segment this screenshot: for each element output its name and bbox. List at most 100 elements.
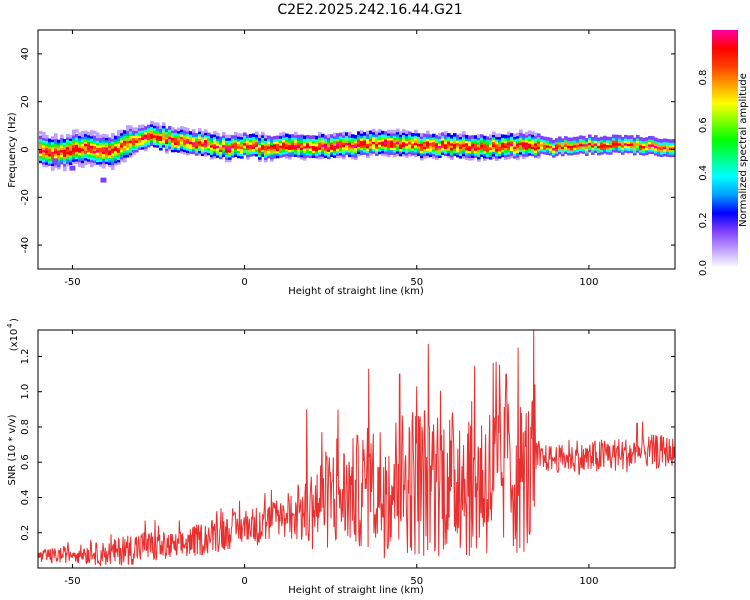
heatmap-cell	[414, 129, 418, 134]
heatmap-cell	[492, 138, 496, 143]
heatmap-cell	[480, 148, 484, 153]
heatmap-cell	[213, 152, 217, 157]
heatmap-cell	[522, 143, 526, 147]
heatmap-cell	[237, 147, 241, 152]
heatmap-cell	[465, 149, 469, 153]
heatmap-cell	[609, 143, 613, 148]
heatmap-cell	[204, 148, 208, 153]
snr-scale-close: )	[9, 318, 20, 322]
heatmap-cell	[648, 136, 652, 140]
heatmap-cell	[669, 146, 673, 151]
heatmap-cell	[447, 133, 451, 137]
heatmap-cell	[408, 141, 412, 145]
heatmap-cell	[258, 156, 262, 160]
heatmap-cell	[69, 147, 73, 151]
heatmap-cell	[573, 148, 577, 153]
heatmap-cell	[195, 133, 199, 137]
heatmap-cell	[138, 129, 142, 134]
heatmap-cell	[516, 139, 520, 144]
heatmap-cell	[132, 141, 136, 146]
heatmap-cell	[75, 136, 79, 140]
heatmap-cell	[420, 142, 424, 147]
heatmap-cell	[561, 152, 565, 157]
heatmap-cell	[177, 144, 181, 148]
heatmap-cell	[117, 156, 121, 160]
heatmap-cell	[264, 158, 268, 163]
heatmap-cell	[318, 146, 322, 150]
heatmap-cell	[429, 134, 433, 139]
heatmap-cell	[177, 134, 181, 139]
heatmap-cell	[537, 145, 541, 150]
heatmap-cell	[516, 135, 520, 139]
heatmap-cell	[204, 141, 208, 145]
heatmap-cell	[99, 136, 103, 141]
heatmap-cell	[213, 154, 217, 159]
heatmap-cell	[519, 141, 523, 146]
heatmap-cell	[477, 134, 481, 138]
heatmap-cell	[327, 138, 331, 143]
heatmap-cell	[402, 129, 406, 133]
heatmap-cell	[333, 135, 337, 139]
heatmap-cell	[183, 148, 187, 153]
heatmap-cell	[414, 136, 418, 141]
heatmap-cell	[453, 133, 457, 137]
heatmap-cell	[279, 142, 283, 146]
heatmap-cell	[141, 138, 145, 143]
heatmap-cell	[414, 144, 418, 148]
heatmap-cell	[93, 142, 97, 147]
heatmap-cell	[126, 134, 130, 139]
heatmap-cell	[153, 139, 157, 143]
heatmap-cell	[603, 150, 607, 154]
heatmap-cell	[351, 155, 355, 160]
heatmap-cell	[99, 151, 103, 155]
heatmap-cell	[510, 145, 514, 149]
heatmap-cell	[117, 132, 121, 137]
heatmap-cell	[444, 152, 448, 157]
heatmap-cell	[63, 146, 67, 150]
heatmap-cell	[618, 149, 622, 153]
heatmap-cell	[141, 134, 145, 138]
heatmap-cell	[489, 134, 493, 139]
heatmap-cell	[60, 148, 64, 153]
heatmap-cell	[642, 152, 646, 156]
heatmap-cell	[537, 138, 541, 142]
heatmap-cell	[453, 149, 457, 154]
heatmap-cell	[672, 148, 676, 153]
heatmap-cell	[282, 141, 286, 145]
heatmap-cell	[39, 138, 43, 142]
heatmap-cell	[60, 158, 64, 163]
heatmap-cell	[444, 140, 448, 145]
heatmap-cell	[132, 146, 136, 151]
heatmap-cell	[585, 142, 589, 147]
heatmap-cell	[567, 137, 571, 142]
heatmap-cell	[528, 144, 532, 149]
heatmap-cell	[507, 155, 511, 160]
heatmap-cell	[216, 154, 220, 158]
heatmap-cell	[60, 156, 64, 160]
heatmap-cell	[609, 148, 613, 153]
heatmap-cell	[426, 147, 430, 151]
heatmap-cell	[399, 135, 403, 140]
heatmap-cell	[246, 153, 250, 158]
heatmap-cell	[399, 152, 403, 157]
heatmap-cell	[330, 139, 334, 143]
heatmap-cell	[387, 139, 391, 143]
heatmap-cell	[192, 129, 196, 133]
heatmap-cell	[90, 154, 94, 158]
heatmap-cell	[387, 134, 391, 139]
heatmap-cell	[639, 146, 643, 151]
x-tick-label: 0	[241, 576, 247, 587]
heatmap-cell	[513, 145, 517, 150]
heatmap-cell	[279, 137, 283, 142]
heatmap-cell	[87, 158, 91, 162]
heatmap-cell	[66, 133, 70, 138]
heatmap-cell	[375, 133, 379, 137]
heatmap-cell	[273, 150, 277, 154]
heatmap-cell	[624, 149, 628, 153]
heatmap-cell	[309, 152, 313, 156]
heatmap-cell	[402, 138, 406, 143]
heatmap-cell	[216, 149, 220, 154]
heatmap-cell	[354, 151, 358, 156]
heatmap-cell	[246, 148, 250, 153]
heatmap-cell	[348, 134, 352, 138]
